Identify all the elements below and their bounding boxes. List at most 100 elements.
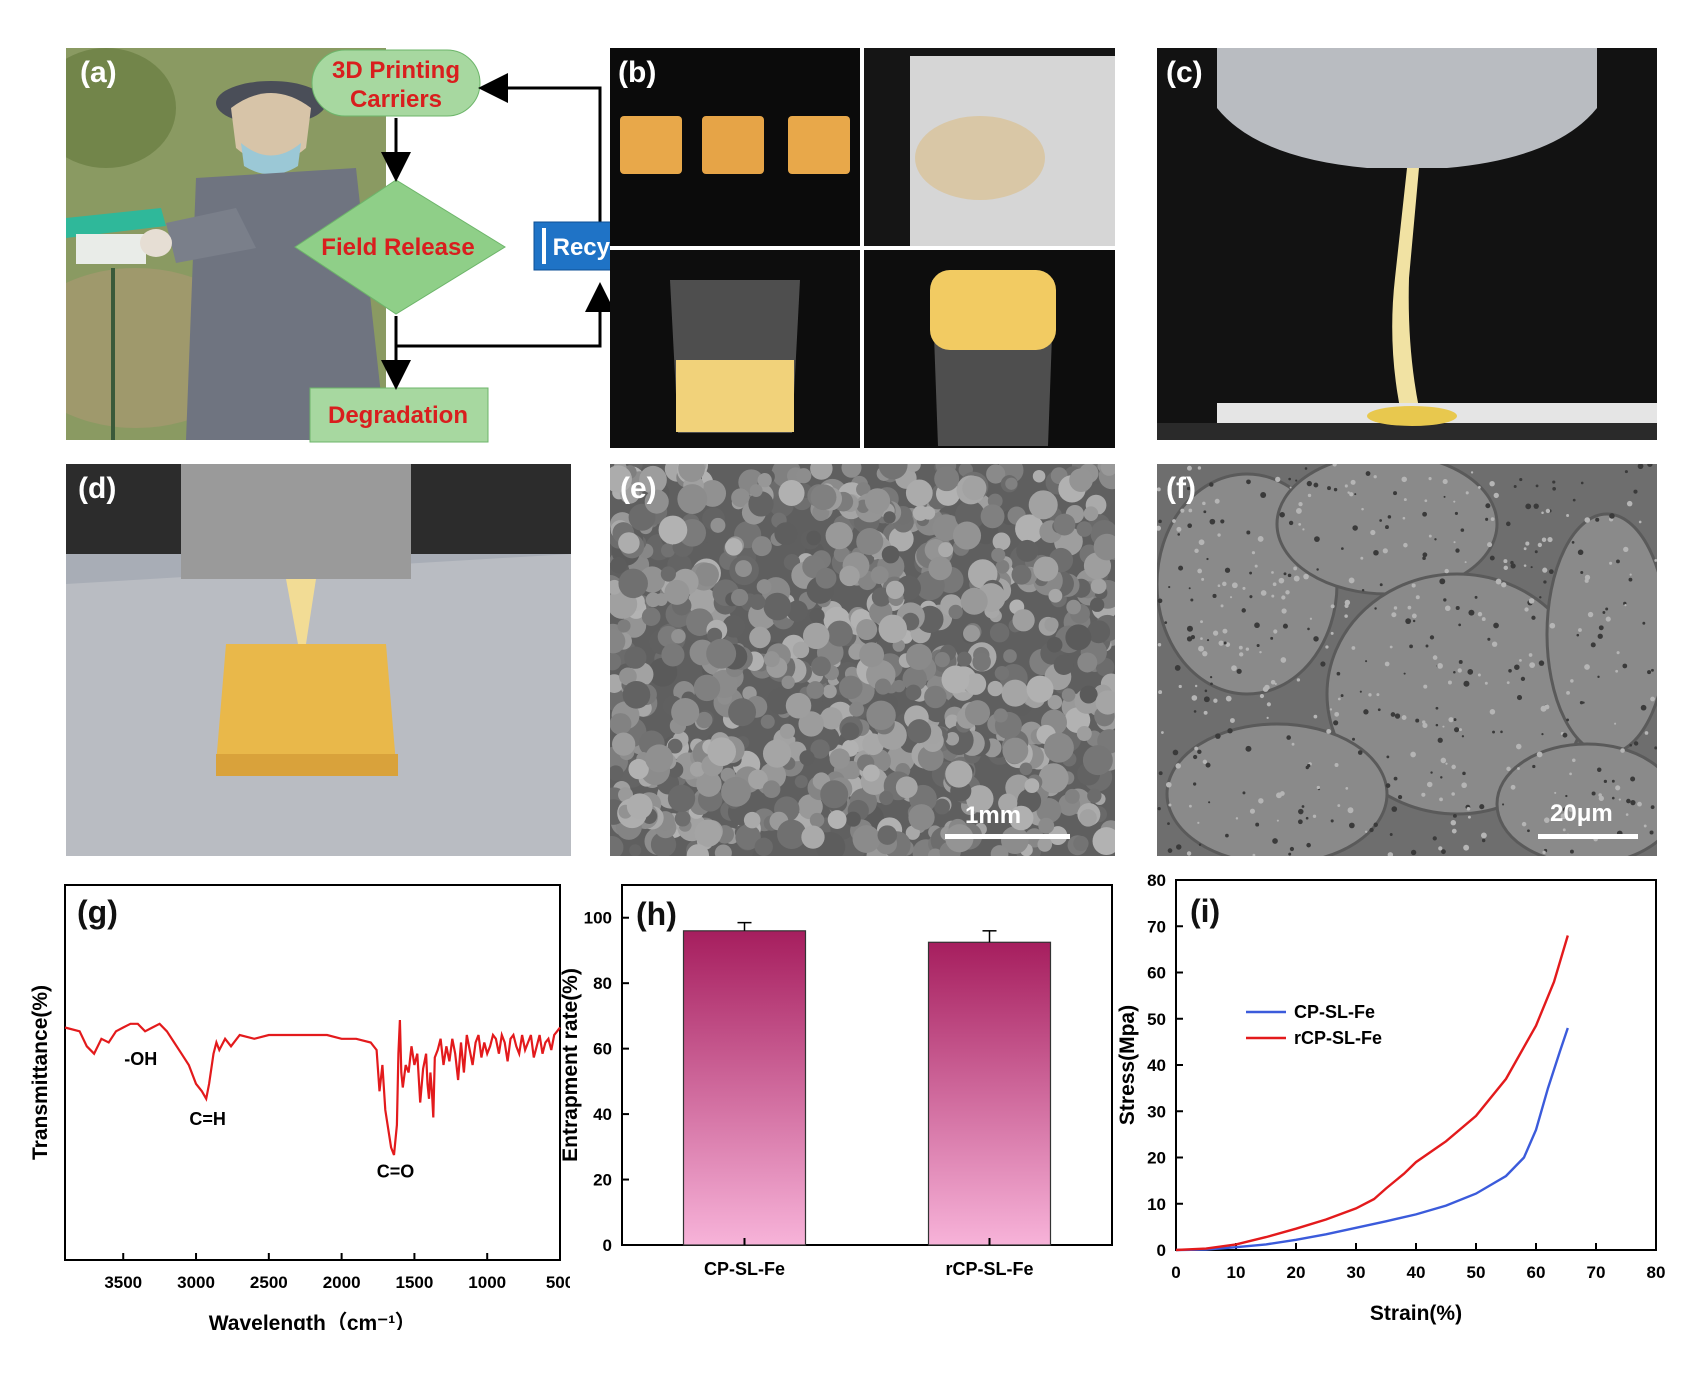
chart-i-stress-strain: (i) 0 10 20 30 40 50 60 70 80 0 10 20 30 40 50 60 70 80 Str… bbox=[1116, 871, 1666, 1325]
panel-a-label: (a) bbox=[80, 56, 117, 89]
flow-step-degradation-label: Degradation bbox=[328, 402, 468, 429]
x-axis-label: Strain(%) bbox=[1370, 1302, 1462, 1325]
y-tick-label: 10 bbox=[1147, 1195, 1166, 1214]
peak-annotation: C=H bbox=[189, 1109, 226, 1129]
x-tick-label: 10 bbox=[1227, 1263, 1246, 1282]
y-tick-label: 60 bbox=[593, 1040, 612, 1059]
y-tick-label: 0 bbox=[603, 1236, 612, 1255]
ground-powder bbox=[915, 116, 1045, 200]
printing-carrier-photo bbox=[66, 464, 571, 856]
flowchart: 3D Printing Carriers Field Release Degra… bbox=[294, 49, 665, 443]
y-tick-label: 30 bbox=[1147, 1102, 1166, 1121]
panel-i-label: (i) bbox=[1190, 893, 1220, 929]
bar-CP-SL-Fe bbox=[682, 930, 807, 1246]
series-line-rCP-SL-Fe bbox=[1175, 935, 1569, 1252]
sem-f-blob bbox=[1495, 742, 1657, 856]
scale-bar-f-label: 20μm bbox=[1550, 800, 1613, 827]
printed-square-carrier bbox=[216, 644, 396, 764]
x-tick-label: 80 bbox=[1647, 1263, 1666, 1282]
y-tick-label: 50 bbox=[1147, 1010, 1166, 1029]
legend-label-CP-SL-Fe: CP-SL-Fe bbox=[1294, 1002, 1375, 1022]
x-tick-label: 3000 bbox=[177, 1273, 215, 1292]
y-tick-label: 100 bbox=[584, 909, 612, 928]
x-tick-label: 40 bbox=[1407, 1263, 1426, 1282]
x-tick-label: 3500 bbox=[104, 1273, 142, 1292]
dissolved-gel bbox=[676, 360, 794, 432]
x-tick-label: 500 bbox=[546, 1273, 570, 1292]
scale-bar-f bbox=[1538, 834, 1638, 839]
y-tick-label: 80 bbox=[593, 974, 612, 993]
y-axis-label: Stress(Mpa) bbox=[1116, 1005, 1139, 1125]
y-tick-label: 40 bbox=[1147, 1056, 1166, 1075]
chart-h-entrapment: (h) 0 20 40 60 80 100 Entrapment rate(%) CP-SL-F… bbox=[560, 884, 1113, 1279]
panel-b-photos bbox=[610, 48, 1115, 448]
x-tick-label: 30 bbox=[1347, 1263, 1366, 1282]
printed-carrier-2 bbox=[702, 116, 764, 174]
panel-c-photo bbox=[1157, 48, 1657, 440]
printer-nozzle bbox=[1217, 48, 1597, 168]
arrow-recycle-to-printing bbox=[478, 73, 602, 240]
peak-annotation: -OH bbox=[124, 1049, 157, 1069]
ftir-spectrum-line bbox=[64, 1019, 561, 1156]
flow-step-3d-printing-line2: Carriers bbox=[350, 86, 442, 113]
print-head bbox=[181, 464, 411, 579]
peak-annotation: C=O bbox=[377, 1162, 415, 1182]
panel-f-label: (f) bbox=[1166, 472, 1196, 505]
series-line-CP-SL-Fe bbox=[1175, 1027, 1569, 1252]
x-tick-label: 50 bbox=[1467, 1263, 1486, 1282]
extrusion-nozzle-photo bbox=[1157, 48, 1657, 440]
carrier-recycle-photos bbox=[610, 48, 1115, 448]
printed-carrier-1 bbox=[620, 116, 682, 174]
x-category-label: CP-SL-Fe bbox=[704, 1259, 785, 1279]
x-axis-label: Wavelength（cm⁻¹） bbox=[209, 1311, 417, 1330]
panel-d-photo bbox=[66, 464, 571, 856]
y-tick-label: 20 bbox=[593, 1171, 612, 1190]
extruded-filament bbox=[1392, 168, 1419, 418]
flow-step-field-release bbox=[294, 179, 506, 315]
panel-g-label: (g) bbox=[77, 894, 118, 930]
y-tick-label: 0 bbox=[1157, 1241, 1166, 1260]
y-axis-label: Transmittance(%) bbox=[29, 985, 52, 1160]
x-tick-label: 20 bbox=[1287, 1263, 1306, 1282]
legend-label-rCP-SL-Fe: rCP-SL-Fe bbox=[1294, 1028, 1382, 1048]
x-tick-label: 60 bbox=[1527, 1263, 1546, 1282]
x-tick-label: 1000 bbox=[468, 1273, 506, 1292]
sem-f-blob bbox=[1545, 512, 1657, 756]
x-tick-label: 0 bbox=[1171, 1263, 1180, 1282]
flow-step-degradation bbox=[309, 387, 489, 443]
plot-frame bbox=[64, 884, 561, 1261]
y-tick-label: 60 bbox=[1147, 964, 1166, 983]
sem-f-blob bbox=[1165, 722, 1389, 856]
scale-bar-e-label: 1mm bbox=[965, 802, 1022, 829]
y-tick-label: 80 bbox=[1147, 871, 1166, 890]
panel-f-sem bbox=[1157, 464, 1657, 856]
arrow-to-recycle bbox=[396, 282, 615, 348]
chart-g-ftir: (g) 3500 3000 2500 2000 1500 1000 500 Wavelength… bbox=[29, 884, 570, 1330]
panel-b-label: (b) bbox=[618, 56, 657, 89]
sem-e-grains bbox=[610, 464, 1115, 856]
panel-h-label: (h) bbox=[636, 896, 677, 932]
printed-carrier-3 bbox=[788, 116, 850, 174]
panel-d-label: (d) bbox=[78, 472, 117, 505]
bar-rCP-SL-Fe bbox=[927, 941, 1052, 1246]
panel-c-label: (c) bbox=[1166, 56, 1203, 89]
x-tick-label: 2000 bbox=[323, 1273, 361, 1292]
panel-e-label: (e) bbox=[620, 472, 657, 505]
x-tick-label: 1500 bbox=[395, 1273, 433, 1292]
panel-e-sem bbox=[610, 464, 1115, 856]
sem-f-pores bbox=[1157, 464, 1657, 856]
x-tick-label: 70 bbox=[1587, 1263, 1606, 1282]
sem-granular-texture bbox=[610, 464, 1115, 856]
y-tick-label: 70 bbox=[1147, 917, 1166, 936]
plot-frame bbox=[1175, 879, 1657, 1251]
flow-step-field-release-label: Field Release bbox=[321, 234, 474, 261]
y-tick-label: 20 bbox=[1147, 1149, 1166, 1168]
flow-step-3d-printing-line1: 3D Printing bbox=[332, 57, 460, 84]
inverted-gel bbox=[930, 270, 1056, 350]
x-tick-label: 2500 bbox=[250, 1273, 288, 1292]
plot-frame bbox=[621, 884, 1113, 1246]
sem-smooth-texture bbox=[1157, 464, 1657, 856]
scale-bar-e bbox=[945, 834, 1070, 839]
y-axis-label: Entrapment rate(%) bbox=[560, 968, 582, 1162]
y-tick-label: 40 bbox=[593, 1105, 612, 1124]
